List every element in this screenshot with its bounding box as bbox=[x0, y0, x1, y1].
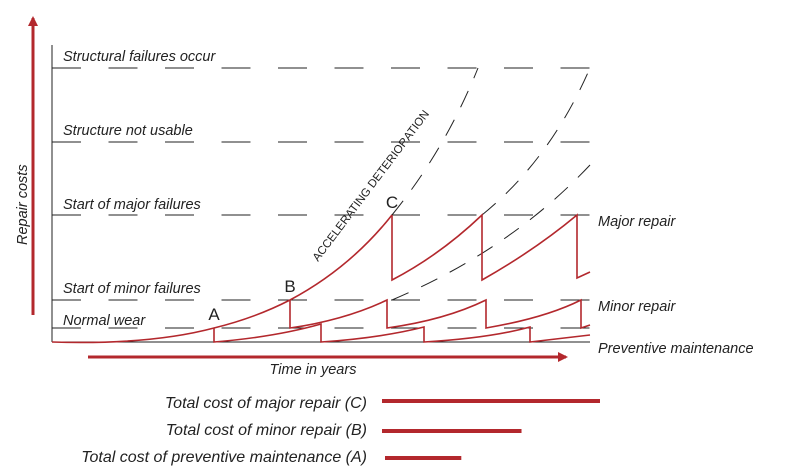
point-label-c: C bbox=[386, 193, 398, 212]
level-label-not-usable: Structure not usable bbox=[63, 123, 193, 139]
right-label-preventive: Preventive maintenance bbox=[598, 341, 754, 357]
minor-repair-sawtooth bbox=[289, 298, 591, 330]
level-label-normal-wear: Normal wear bbox=[63, 313, 146, 329]
right-label-major-repair: Major repair bbox=[598, 214, 677, 230]
y-axis-label: Repair costs bbox=[15, 164, 31, 245]
point-label-b: B bbox=[284, 277, 295, 296]
legend-label-major: Total cost of major repair (C) bbox=[165, 395, 367, 412]
level-label-major-failures: Start of major failures bbox=[63, 197, 201, 213]
level-label-structural-failures: Structural failures occur bbox=[63, 49, 216, 65]
legend-label-minor: Total cost of minor repair (B) bbox=[166, 422, 367, 439]
level-label-minor-failures: Start of minor failures bbox=[63, 281, 201, 297]
right-label-minor-repair: Minor repair bbox=[598, 299, 677, 315]
major-repair-sawtooth bbox=[391, 213, 591, 282]
x-axis-label: Time in years bbox=[270, 362, 357, 378]
accelerating-deterioration-curve bbox=[51, 214, 393, 344]
dashed-deterioration-curve-3 bbox=[391, 164, 591, 301]
dashed-deterioration-curve-2 bbox=[481, 67, 591, 216]
legend-label-preventive: Total cost of preventive maintenance (A) bbox=[81, 449, 367, 466]
preventive-maintenance-sawtooth bbox=[213, 322, 591, 343]
point-label-a: A bbox=[208, 305, 220, 324]
